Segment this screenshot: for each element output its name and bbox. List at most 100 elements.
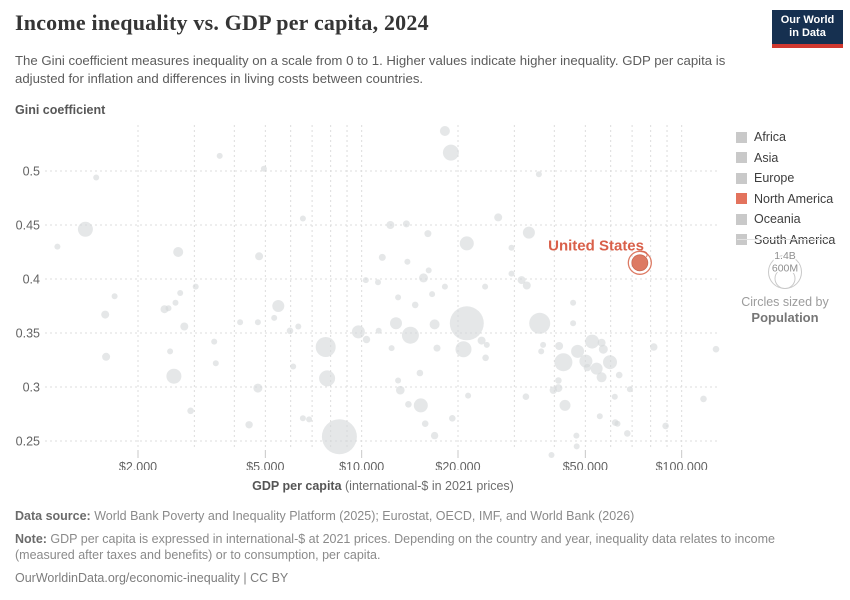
data-point[interactable] (615, 371, 623, 379)
data-point[interactable] (425, 267, 432, 274)
data-point[interactable] (433, 344, 441, 352)
data-point[interactable] (549, 386, 557, 394)
data-point[interactable] (482, 354, 489, 362)
data-point[interactable] (555, 377, 562, 384)
data-point[interactable] (494, 213, 503, 222)
data-point[interactable] (590, 362, 603, 375)
data-point[interactable] (573, 432, 580, 439)
data-point[interactable] (712, 345, 720, 353)
data-point[interactable] (548, 452, 555, 458)
owid-url-link[interactable]: OurWorldinData.org/economic-inequality |… (15, 570, 289, 585)
data-point[interactable] (455, 341, 472, 358)
data-point[interactable] (254, 319, 261, 326)
data-point[interactable] (626, 386, 633, 393)
data-point[interactable] (413, 398, 428, 413)
data-point[interactable] (388, 345, 395, 352)
data-point[interactable] (603, 355, 617, 370)
legend-item-oceania[interactable]: Oceania (736, 212, 835, 226)
data-point[interactable] (424, 230, 432, 238)
data-point[interactable] (299, 215, 306, 222)
data-point[interactable] (395, 294, 402, 301)
data-point[interactable] (419, 273, 428, 283)
data-point[interactable] (54, 243, 61, 250)
data-point[interactable] (405, 401, 412, 408)
data-point[interactable] (449, 415, 456, 422)
data-point[interactable] (430, 431, 439, 440)
data-point[interactable] (540, 341, 547, 348)
data-point[interactable] (611, 393, 618, 400)
data-point[interactable] (700, 395, 707, 403)
data-point[interactable] (529, 312, 551, 334)
data-point[interactable] (390, 317, 402, 330)
data-point[interactable] (290, 363, 297, 370)
data-point[interactable] (315, 337, 336, 357)
data-point[interactable] (166, 368, 182, 384)
data-point[interactable] (192, 283, 199, 290)
data-point[interactable] (624, 430, 631, 437)
data-point[interactable] (508, 244, 515, 251)
data-point[interactable] (571, 344, 585, 358)
highlight-label-united-states[interactable]: United States (548, 238, 644, 255)
data-point[interactable] (77, 221, 93, 237)
data-point[interactable] (583, 363, 591, 372)
data-point[interactable] (378, 253, 386, 261)
data-point[interactable] (411, 301, 419, 309)
data-point[interactable] (441, 283, 448, 290)
data-point[interactable] (598, 344, 608, 354)
data-point[interactable] (517, 276, 526, 285)
data-point[interactable] (167, 348, 174, 355)
data-point[interactable] (570, 320, 577, 327)
legend-item-africa[interactable]: Africa (736, 130, 835, 144)
data-point[interactable] (522, 281, 531, 290)
legend-item-europe[interactable]: Europe (736, 171, 835, 185)
data-point[interactable] (555, 342, 564, 350)
data-point[interactable] (93, 174, 100, 181)
data-point[interactable] (299, 415, 306, 422)
data-point[interactable] (306, 416, 313, 423)
data-point[interactable] (172, 299, 179, 306)
data-point[interactable] (662, 422, 669, 430)
data-point[interactable] (404, 258, 411, 265)
data-point[interactable] (559, 399, 571, 411)
data-point[interactable] (570, 299, 577, 306)
data-point[interactable] (180, 322, 189, 331)
data-point[interactable] (416, 369, 424, 377)
data-point[interactable] (579, 354, 593, 368)
data-point[interactable] (401, 326, 419, 344)
data-point[interactable] (439, 126, 450, 136)
legend-item-north-america[interactable]: North America (736, 192, 835, 206)
data-point[interactable] (482, 283, 489, 290)
data-point[interactable] (375, 327, 382, 334)
data-point[interactable] (177, 290, 184, 296)
data-point[interactable] (111, 293, 118, 300)
data-point[interactable] (585, 334, 600, 349)
data-point[interactable] (508, 270, 515, 277)
data-point[interactable] (429, 319, 440, 330)
data-point[interactable] (101, 310, 110, 319)
data-point[interactable] (362, 335, 371, 344)
data-point[interactable] (253, 383, 263, 393)
data-point[interactable] (286, 327, 294, 335)
data-point[interactable] (321, 419, 357, 455)
data-point[interactable] (260, 165, 267, 172)
data-point[interactable] (396, 385, 405, 395)
data-point[interactable] (402, 220, 410, 228)
owid-logo[interactable]: Our World in Data (772, 10, 843, 44)
data-point[interactable] (351, 325, 365, 339)
data-point[interactable] (395, 377, 402, 384)
data-point[interactable] (429, 291, 436, 298)
data-point[interactable] (245, 421, 253, 429)
data-point[interactable] (375, 279, 381, 286)
data-point[interactable] (535, 171, 542, 178)
data-point[interactable] (272, 300, 285, 312)
data-point[interactable] (449, 306, 484, 341)
data-point[interactable] (614, 420, 621, 427)
data-point[interactable] (596, 372, 607, 383)
data-point[interactable] (522, 393, 530, 401)
highlight-point-united-states[interactable] (631, 254, 649, 272)
data-point[interactable] (173, 247, 184, 257)
data-point[interactable] (386, 221, 395, 229)
data-point[interactable] (483, 341, 490, 348)
data-point[interactable] (216, 152, 223, 159)
data-point[interactable] (596, 413, 603, 420)
